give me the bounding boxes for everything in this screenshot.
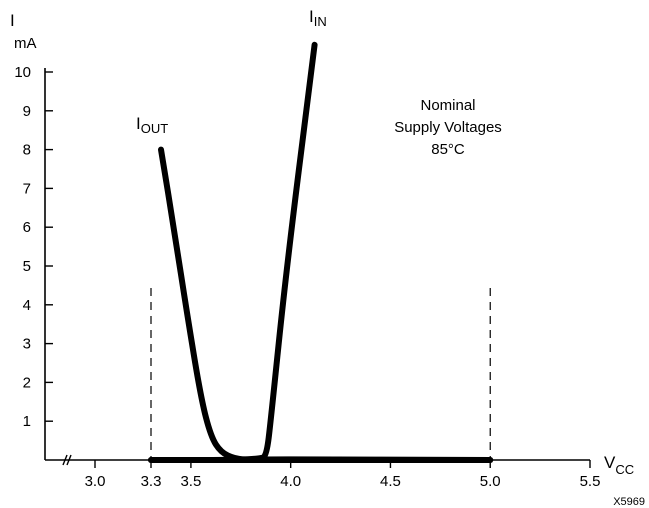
- x-ticks: 3.0 3.3 3.5 4.0 4.5 5.0 5.5: [85, 460, 601, 490]
- annotation-line-3: 85°C: [431, 141, 465, 158]
- x-tick-label: 3.0: [85, 473, 106, 490]
- reference-lines: [150, 288, 491, 460]
- x-axis-label: VCC: [604, 453, 634, 477]
- y-tick-label: 4: [23, 297, 31, 314]
- annotation-line-2: Supply Voltages: [394, 119, 502, 136]
- series-label-iin: IIN: [309, 7, 327, 29]
- x-tick-label: 5.5: [580, 473, 601, 490]
- x-tick-label: 3.3: [141, 473, 162, 490]
- series-label-iout-main: I: [136, 114, 141, 133]
- series-label-iout-sub: OUT: [141, 121, 169, 136]
- y-tick-label: 5: [23, 258, 31, 275]
- x-tick-label: 4.5: [380, 473, 401, 490]
- y-ticks: 1 2 3 4 5 6 7 8 9 10: [14, 64, 53, 430]
- axis-break-icon: [62, 454, 72, 466]
- series-label-iin-sub: IN: [314, 14, 327, 29]
- y-tick-label: 1: [23, 413, 31, 430]
- y-tick-label: 2: [23, 374, 31, 391]
- y-tick-label: 10: [14, 64, 31, 81]
- y-tick-label: 6: [23, 219, 31, 236]
- x-tick-label: 5.0: [480, 473, 501, 490]
- y-tick-label: 7: [23, 180, 31, 197]
- y-tick-label: 9: [23, 103, 31, 120]
- x-tick-label: 4.0: [280, 473, 301, 490]
- series-line-i-out: [158, 146, 494, 463]
- x-axis-symbol: V: [604, 453, 616, 472]
- annotation-line-1: Nominal: [420, 97, 475, 114]
- x-axis-subscript: CC: [615, 462, 634, 477]
- y-axis-symbol: I: [10, 11, 15, 30]
- x-tick-label: 3.5: [180, 473, 201, 490]
- y-tick-label: 8: [23, 142, 31, 159]
- y-axis-unit: mA: [14, 35, 37, 52]
- series-line-i-in: [148, 41, 318, 464]
- figure-id: X5969: [613, 496, 645, 508]
- series-label-iout: IOUT: [136, 114, 168, 136]
- series-curves: [148, 41, 494, 464]
- series-label-iin-main: I: [309, 7, 314, 26]
- y-tick-label: 3: [23, 336, 31, 353]
